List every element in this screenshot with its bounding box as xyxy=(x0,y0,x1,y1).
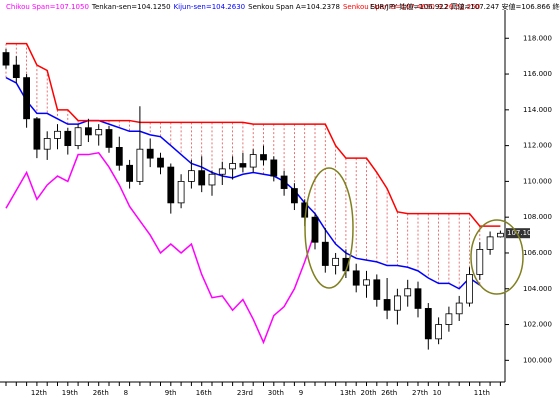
y-tick-label: 118.000 xyxy=(523,34,552,42)
candle-body xyxy=(12,64,20,79)
candle-body xyxy=(126,164,133,182)
header-item: Tenkan-sen=104.1250 xyxy=(91,3,171,11)
candle-body xyxy=(455,302,463,315)
candle-body xyxy=(218,168,226,175)
candle-body xyxy=(43,138,51,150)
candle-body xyxy=(311,216,319,243)
x-tick-label: 27th xyxy=(412,389,428,397)
candle-body xyxy=(373,279,381,300)
x-tick-label: 9th xyxy=(165,389,177,397)
y-tick-label: 108.000 xyxy=(523,213,552,221)
candle-body xyxy=(115,147,123,166)
header-item: Senkou Span B=107.4650 xyxy=(343,3,435,11)
candle-body xyxy=(33,118,41,150)
candle-body xyxy=(249,154,257,168)
header-symbol: EUR/JPY 始値=106.922 高値=107.247 安値=106.866… xyxy=(370,2,560,11)
candle-body xyxy=(2,52,10,66)
candle-body xyxy=(105,129,113,148)
candle-body xyxy=(290,188,298,204)
candle-body xyxy=(74,127,82,147)
header-item: 9.26.52.250 xyxy=(438,3,480,11)
indicator-line xyxy=(5,151,316,345)
x-tick-label: 19th xyxy=(62,389,78,397)
candle-body xyxy=(496,232,504,238)
y-tick-label: 116.000 xyxy=(523,70,552,78)
y-tick-label: 114.000 xyxy=(523,106,552,114)
y-tick-label: 104.000 xyxy=(523,285,552,293)
x-tick-label: 26th xyxy=(93,389,109,397)
y-tick-label: 106.000 xyxy=(523,249,552,257)
candle-body xyxy=(208,173,216,186)
candle-body xyxy=(85,127,92,136)
candle-body xyxy=(332,257,340,266)
candle-body xyxy=(280,175,288,189)
candle-body xyxy=(177,180,185,204)
candle-body xyxy=(321,241,329,266)
candle-body xyxy=(167,166,175,204)
y-tick-label: 112.000 xyxy=(523,142,552,150)
candle-body xyxy=(239,163,247,168)
highlight-ellipse xyxy=(304,167,354,289)
x-tick-label: 16th xyxy=(196,389,212,397)
x-tick-label: 23rd xyxy=(237,389,253,397)
candle-body xyxy=(23,77,31,120)
candle-body xyxy=(414,288,422,309)
x-tick-label: 10 xyxy=(433,389,442,397)
y-tick-label: 102.000 xyxy=(523,321,552,329)
x-tick-label: 8 xyxy=(124,389,128,397)
candle-body xyxy=(157,157,164,168)
candle-body xyxy=(476,248,484,275)
candle-body xyxy=(404,288,412,297)
x-tick-label: 13th xyxy=(340,389,356,397)
candle-body xyxy=(260,154,267,161)
candle-body xyxy=(352,270,360,286)
x-tick-label: 9 xyxy=(299,389,303,397)
header-item: Chikou Span=107.1050 xyxy=(6,3,89,11)
candle-body xyxy=(466,274,473,304)
candle-body xyxy=(383,299,391,311)
highlight-ellipse xyxy=(470,219,524,295)
header-item: Senkou Span A=104.2378 xyxy=(248,3,340,11)
candle-body xyxy=(95,129,103,136)
candle-body xyxy=(136,148,144,182)
candle-body xyxy=(445,313,453,325)
y-tick-label: 100.000 xyxy=(523,356,552,364)
x-tick-label: 26th xyxy=(381,389,397,397)
candle-body xyxy=(424,308,432,340)
candle-body xyxy=(270,159,278,177)
annotations xyxy=(304,167,524,295)
candle-body xyxy=(54,130,61,139)
candle-body xyxy=(146,148,154,159)
y-tick-label: 110.000 xyxy=(523,177,552,185)
candle-body xyxy=(229,163,237,170)
candle-body xyxy=(363,279,370,286)
candle-body xyxy=(64,130,72,147)
candle-body xyxy=(187,170,195,182)
x-tick-label: 11th xyxy=(474,389,490,397)
indicator-line xyxy=(5,76,481,290)
header-item: Kijun-sen=104.2630 xyxy=(174,3,246,11)
price-label: 107.105 xyxy=(507,229,536,237)
price-box xyxy=(506,228,530,239)
x-tick-label: 30th xyxy=(268,389,284,397)
candle-body xyxy=(486,236,494,250)
candle-body xyxy=(198,170,206,186)
candle-body xyxy=(435,324,443,340)
x-tick-label: 20th xyxy=(361,389,377,397)
x-tick-label: 12th xyxy=(31,389,47,397)
candle-body xyxy=(393,295,401,311)
